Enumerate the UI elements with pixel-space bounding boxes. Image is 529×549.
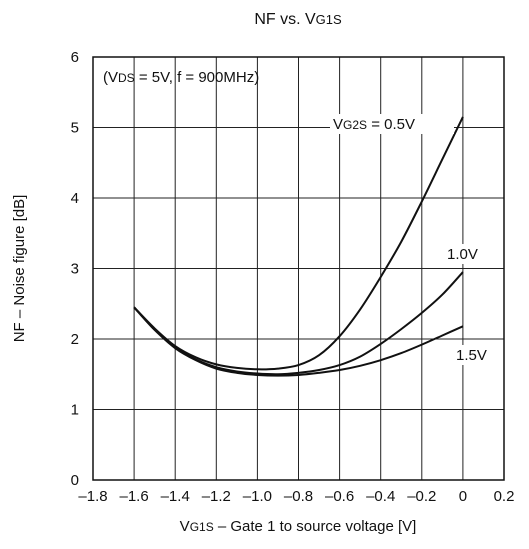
x-tick-label: –0.2 (407, 488, 436, 505)
y-tick-label: 1 (71, 402, 79, 419)
y-tick-label: 5 (71, 120, 79, 137)
chart-labels: NF vs. VG1S VG1S – Gate 1 to source volta… (11, 11, 495, 535)
x-tick-label: 0.2 (494, 488, 515, 505)
series-label-1: VG2S = 0.5V (333, 116, 415, 133)
x-axis-label: VG1S – Gate 1 to source voltage [V] (180, 518, 417, 535)
series-label-background (444, 244, 486, 264)
series-label-3: 1.5V (456, 347, 487, 364)
series-label-background (330, 114, 454, 134)
plot-frame (92, 56, 505, 481)
series-lines (133, 116, 464, 377)
y-tick-label: 4 (71, 190, 79, 207)
chart-title: NF vs. VG1S (254, 11, 342, 28)
series-line-1 (133, 116, 464, 371)
x-tick-label: –0.8 (284, 488, 313, 505)
x-tick-label: –1.2 (202, 488, 231, 505)
tick-labels: –1.8 –1.6 –1.4 –1.2 –1.0 –0.8 –0.6 –0.4 –0.2 0 0.2… (71, 49, 515, 505)
y-tick-label: 6 (71, 49, 79, 66)
x-tick-label: –1.4 (161, 488, 190, 505)
x-tick-label: –1.8 (78, 488, 107, 505)
x-tick-label: –1.0 (243, 488, 272, 505)
y-tick-label: 2 (71, 331, 79, 348)
axes (92, 56, 505, 481)
y-tick-label: 0 (71, 472, 79, 489)
x-tick-label: –0.4 (366, 488, 395, 505)
x-tick-label: –0.6 (325, 488, 354, 505)
x-tick-label: –1.6 (119, 488, 148, 505)
y-tick-label: 3 (71, 261, 79, 278)
series-line-3 (133, 306, 464, 377)
series-label-background (453, 345, 495, 365)
condition-annotation: (VDS = 5V, f = 900MHz) (103, 69, 259, 86)
y-axis-label: NF – Noise figure [dB] (11, 195, 28, 343)
series-label-2: 1.0V (447, 246, 478, 263)
x-tick-label: 0 (459, 488, 467, 505)
